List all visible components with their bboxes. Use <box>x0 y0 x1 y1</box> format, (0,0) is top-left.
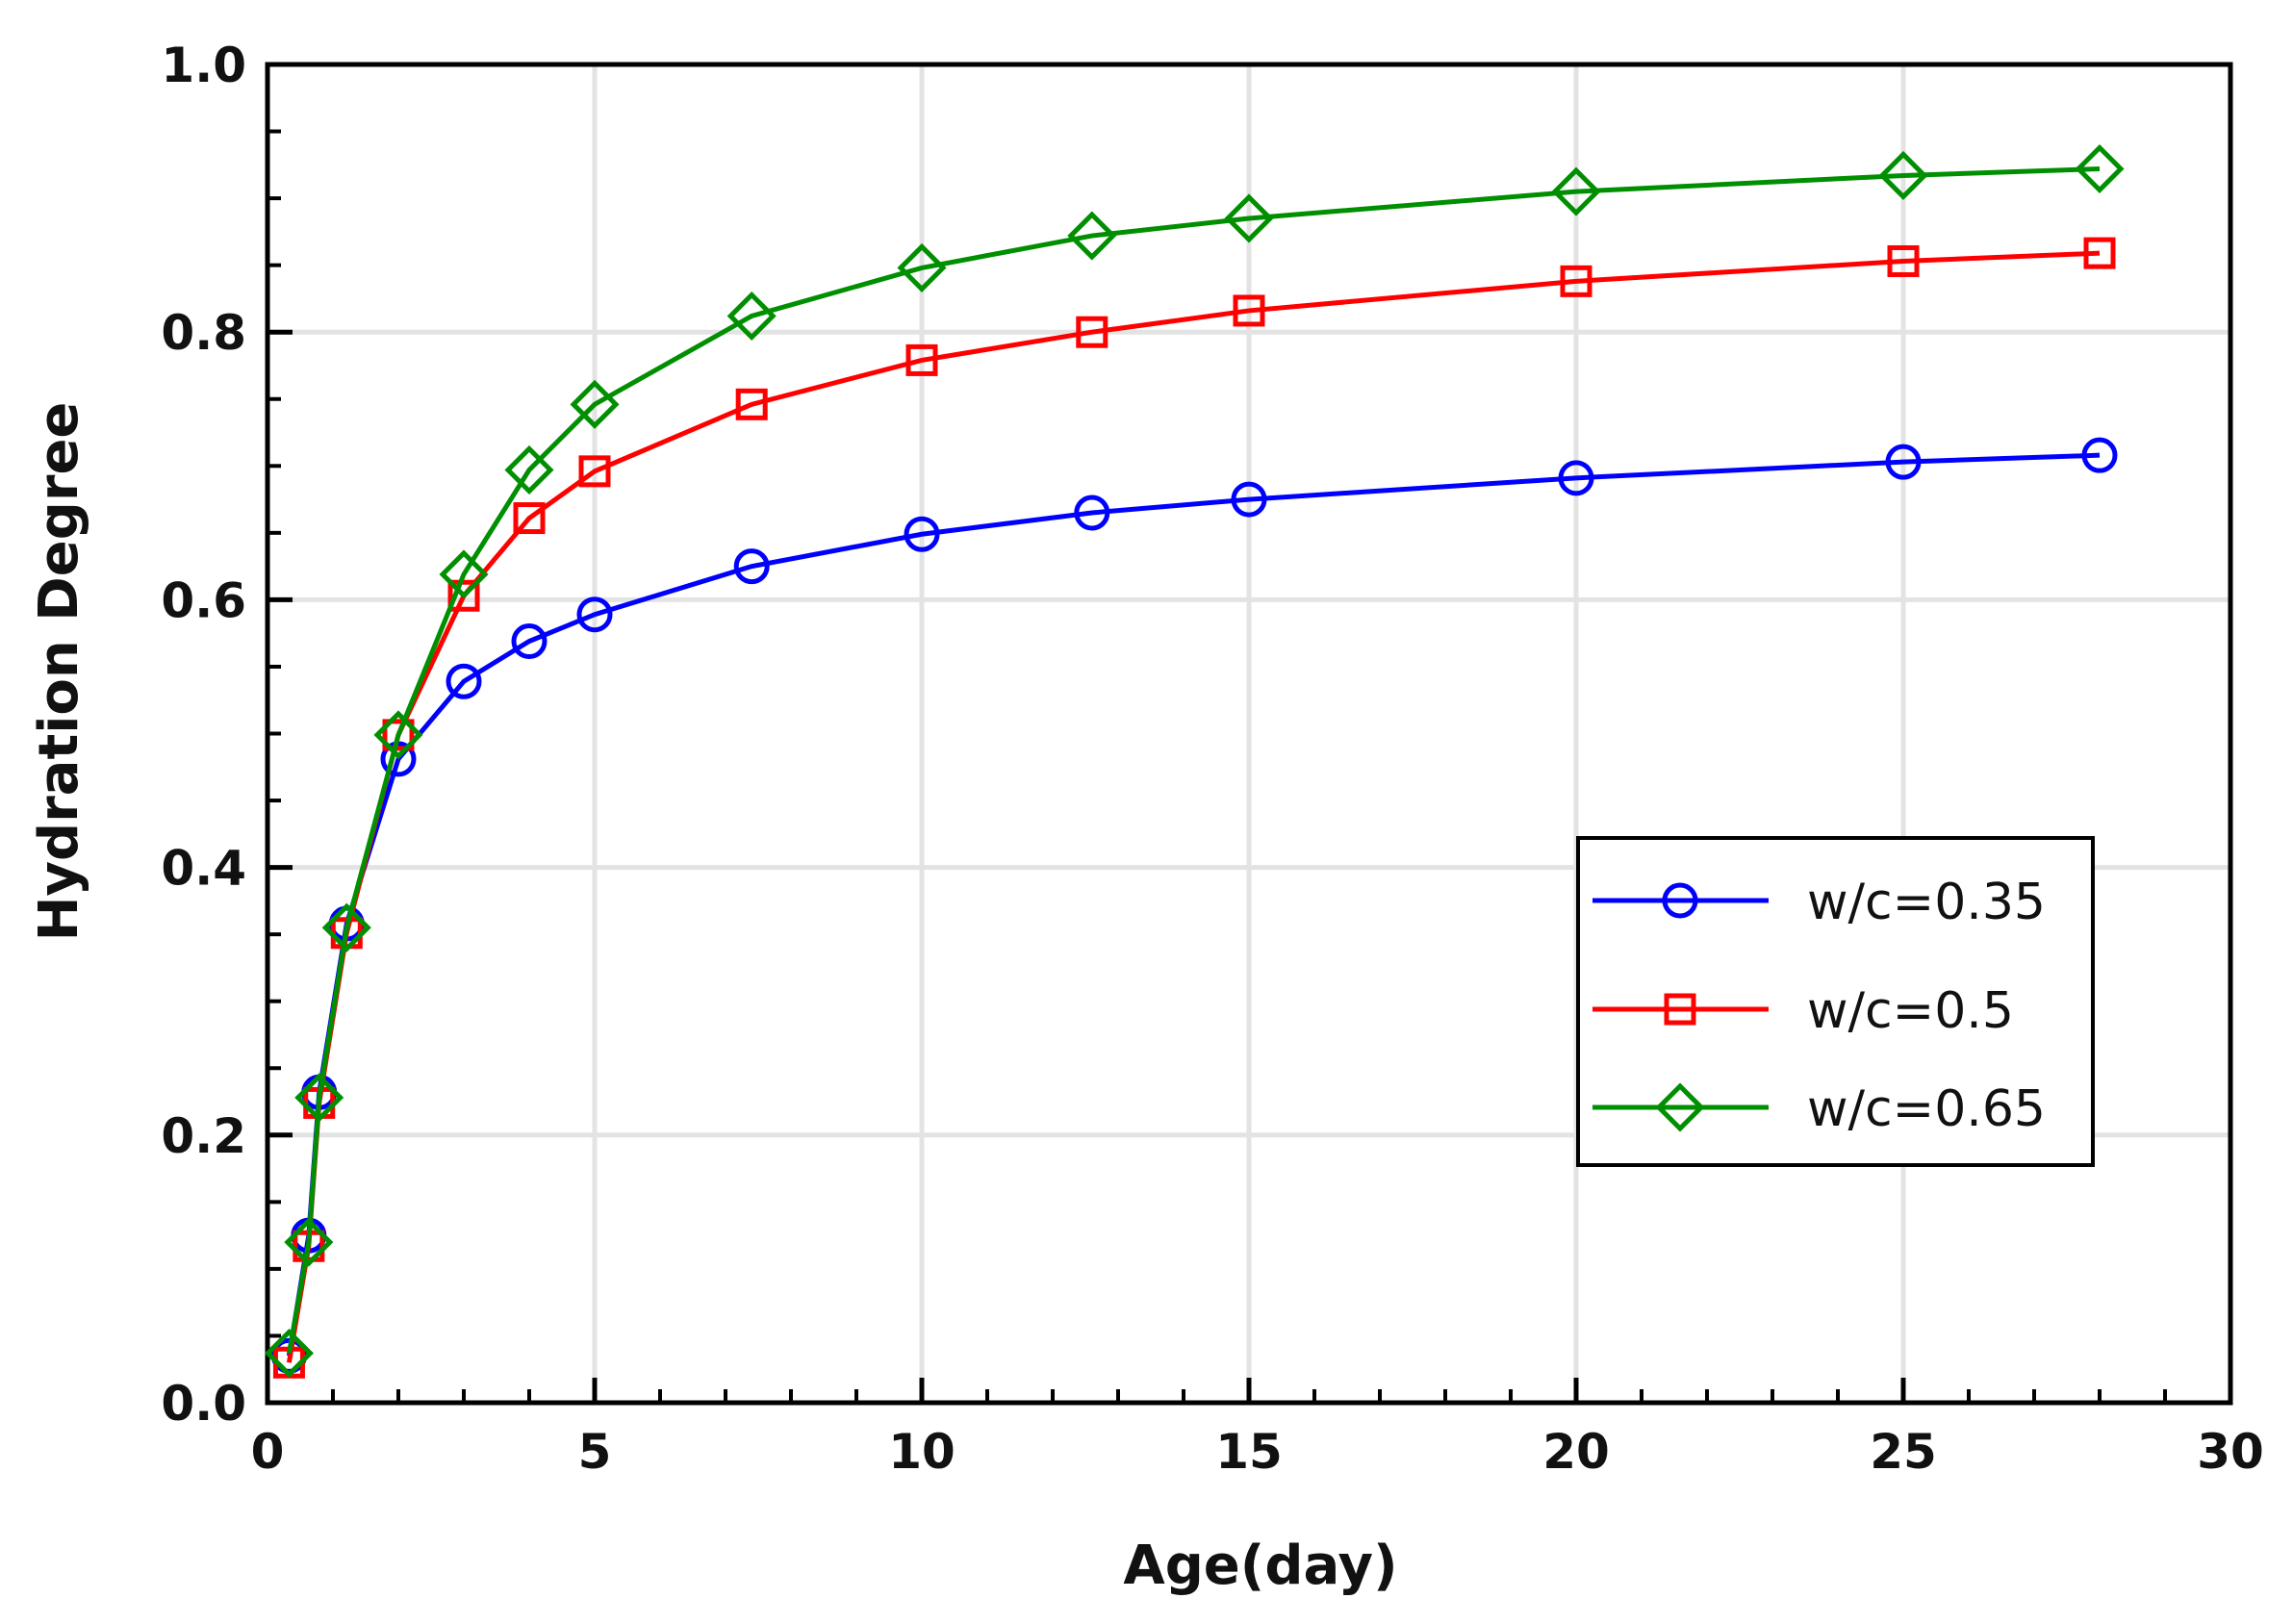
data-point-diamond <box>439 549 489 599</box>
legend-entry: w/c=0.65 <box>1592 1080 2046 1138</box>
legend-entry: w/c=0.35 <box>1592 874 2046 931</box>
major-ticks <box>265 62 2233 1406</box>
data-point-square <box>905 343 938 376</box>
data-point-square <box>382 719 415 751</box>
data-point-diamond <box>726 291 777 342</box>
y-tick-label: 0.8 <box>161 305 246 361</box>
data-point-square <box>1887 244 1920 277</box>
x-tick-label: 10 <box>888 1424 955 1480</box>
data-point-diamond <box>321 902 371 952</box>
legend-entry: w/c=0.5 <box>1592 982 2014 1040</box>
data-point-square <box>2083 237 2116 269</box>
legend-label: w/c=0.65 <box>1807 1080 2046 1138</box>
y-tick-label: 0.0 <box>161 1376 246 1432</box>
x-tick-label: 25 <box>1870 1424 1937 1480</box>
data-point-square <box>1560 265 1592 297</box>
data-point-diamond <box>284 1217 334 1267</box>
data-point-circle <box>1231 481 1267 518</box>
x-axis-tick-labels: 0 5 10 15 20 25 30 <box>251 1424 2264 1480</box>
data-point-square <box>1233 294 1265 327</box>
y-tick-label: 0.6 <box>161 572 246 628</box>
legend-marker-square <box>1664 993 1696 1026</box>
legend-entries: w/c=0.35 w/c=0.5 w/c=0.65 <box>1592 874 2046 1138</box>
data-point-diamond <box>294 1073 344 1123</box>
y-tick-label: 0.4 <box>161 841 246 897</box>
data-point-square <box>513 502 546 535</box>
y-tick-label: 1.0 <box>161 38 246 93</box>
data-point-diamond <box>1878 150 1928 200</box>
data-point-diamond <box>897 242 947 292</box>
series-layer <box>264 143 2125 1379</box>
x-tick-label: 20 <box>1542 1424 1610 1480</box>
data-point-circle <box>904 516 940 552</box>
data-point-circle <box>1885 444 1922 480</box>
x-tick-label: 0 <box>251 1424 285 1480</box>
y-axis-title: Hydration Degree <box>28 402 90 942</box>
data-point-square <box>735 388 768 420</box>
x-tick-label: 15 <box>1215 1424 1283 1480</box>
data-point-circle <box>733 548 770 585</box>
legend-label: w/c=0.5 <box>1807 982 2014 1040</box>
data-point-circle <box>576 596 613 633</box>
series-line <box>286 165 2101 1354</box>
data-point-diamond <box>1551 166 1601 216</box>
legend: w/c=0.35 w/c=0.5 w/c=0.65 <box>1576 836 2095 1167</box>
data-point-square <box>1076 316 1108 348</box>
data-point-circle <box>1558 460 1594 496</box>
x-tick-label: 30 <box>2197 1424 2264 1480</box>
data-point-diamond <box>373 710 423 760</box>
data-point-circle <box>446 663 482 699</box>
data-point-circle <box>1074 495 1110 531</box>
legend-marker-diamond <box>1655 1082 1705 1132</box>
y-axis-tick-labels: 0.0 0.2 0.4 0.6 0.8 1.0 <box>161 38 246 1432</box>
x-axis-title: Age(day) <box>1123 1535 1397 1597</box>
data-point-circle <box>511 623 548 660</box>
data-point-square <box>447 579 480 612</box>
data-point-diamond <box>2075 143 2125 194</box>
legend-label: w/c=0.35 <box>1807 874 2046 931</box>
data-point-diamond <box>504 444 554 495</box>
data-point-diamond <box>1067 211 1117 261</box>
series-w/c=0.65 <box>264 143 2125 1379</box>
x-tick-label: 5 <box>578 1424 612 1480</box>
data-point-diamond <box>264 1328 314 1379</box>
data-point-square <box>578 455 611 488</box>
data-point-circle <box>2081 437 2118 473</box>
legend-marker-circle <box>1662 882 1698 919</box>
data-point-diamond <box>1224 193 1274 243</box>
y-tick-label: 0.2 <box>161 1108 246 1164</box>
data-point-diamond <box>570 379 620 429</box>
